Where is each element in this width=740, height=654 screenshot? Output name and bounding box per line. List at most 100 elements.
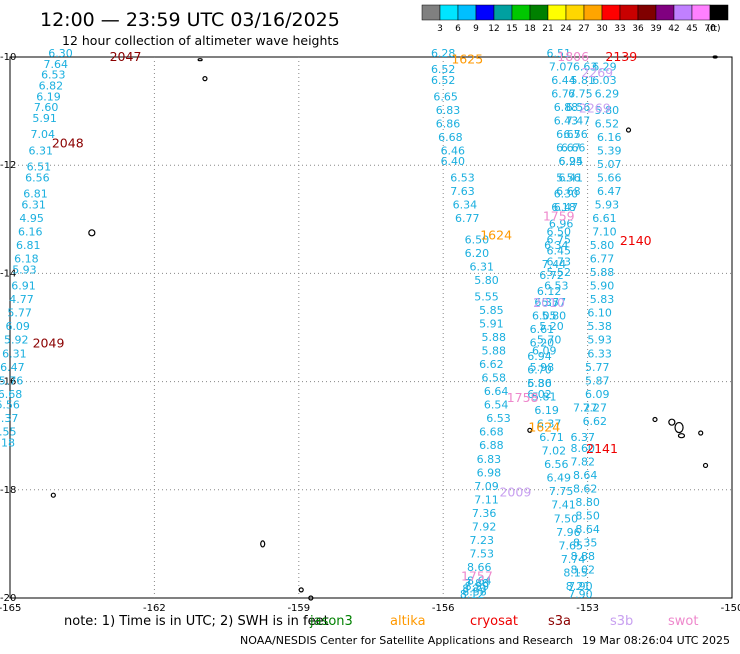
swh-observation: 6.40 (441, 155, 466, 168)
swh-observation: 6.35 (534, 296, 559, 309)
swh-observation: 6.31 (2, 347, 27, 360)
islands-layer (50, 55, 718, 601)
swh-observation: 6.20 (530, 336, 555, 349)
swh-observation: 6.71 (539, 431, 564, 444)
swh-observation: 6.68 (0, 388, 22, 401)
swh-observation: 6.83 (477, 453, 502, 466)
colorbar-label: 36 (632, 24, 644, 34)
swh-observation: 6.53 (486, 412, 511, 425)
swh-observation: 6.34 (453, 198, 478, 211)
swh-observation: 6.47 (0, 361, 25, 374)
swh-observation: 6.18 (551, 201, 576, 214)
swh-observation: 6.30 (48, 47, 73, 60)
swh-observation: 7.64 (43, 58, 68, 71)
swh-observation: 8.15 (563, 566, 588, 579)
colorbar-label: 21 (542, 24, 553, 34)
x-tick-label: -159 (287, 603, 310, 614)
colorbar-label: 6 (455, 24, 461, 34)
swh-observation: 6.09 (532, 345, 557, 358)
pass-number-label: 2047 (110, 49, 142, 64)
swh-observation: 7.53 (469, 547, 494, 560)
island-outline (308, 595, 314, 601)
swh-observation: 8.64 (575, 523, 600, 536)
swh-observation: 7.74 (561, 553, 586, 566)
swh-observation: 7.23 (469, 534, 494, 547)
swh-observation: 4.95 (19, 212, 44, 225)
swh-observation: 5.77 (7, 307, 32, 320)
swh-observation: 4.77 (9, 293, 34, 306)
island-outline (527, 427, 533, 433)
swh-observation: 5.80 (542, 309, 567, 322)
swh-observation: 6.41 (559, 171, 584, 184)
altimeter-tracks: 6.307.646.536.826.197.605.917.046.316.51… (0, 47, 622, 601)
colorbar-label: 9 (473, 24, 479, 34)
footer-timestamp: 19 Mar 08:26:04 UTC 2025 (582, 634, 730, 647)
swh-observation: 6.49 (546, 472, 571, 485)
swh-observation: 5.77 (585, 361, 610, 374)
x-tick-label: -156 (432, 603, 455, 614)
swh-observation: 6.67 (556, 142, 581, 155)
swh-observation: 6.53 (450, 171, 475, 184)
swh-observation: 7.96 (556, 526, 581, 539)
swh-observation: 8.80 (575, 496, 600, 509)
plot-frame (9, 56, 733, 599)
swh-observation: 8.35 (573, 537, 598, 550)
swh-observation: 5.81 (571, 74, 596, 87)
swh-observation: 5.91 (32, 112, 57, 125)
colorbar-label: 15 (506, 24, 517, 34)
swh-observation: 6.12 (537, 285, 562, 298)
swh-observation: 7.82 (571, 455, 596, 468)
swh-observation: 7.44 (542, 258, 567, 271)
swh-observation: 5.55 (474, 290, 499, 303)
colorbar-swatch (493, 4, 513, 21)
colorbar-swatch (421, 4, 441, 21)
island-outline (298, 587, 304, 593)
swh-observation: 6.67 (556, 128, 581, 141)
swh-observation: 6.30 (554, 188, 579, 201)
swh-observation: 6.94 (559, 155, 584, 168)
swh-observation: 6.81 (23, 188, 48, 201)
swh-observation: 5.52 (546, 266, 571, 279)
swh-observation: 5.77 (542, 296, 567, 309)
swh-observation: 5.07 (597, 158, 622, 171)
swh-observation: 6.51 (27, 161, 52, 174)
swh-observation: 5.38 (587, 320, 612, 333)
swh-observation: 7.90 (568, 588, 593, 601)
swh-observation: 5.93 (587, 334, 612, 347)
swh-observation: 6.86 (436, 117, 461, 130)
pass-number-label: 2049 (33, 336, 65, 351)
y-tick-label: -18 (0, 485, 16, 496)
swh-observation: 6.61 (530, 323, 555, 336)
swh-observation: 5.81 (532, 391, 557, 404)
island-outline (674, 421, 684, 434)
swh-observation: 6.02 (527, 388, 552, 401)
y-tick-label: -20 (0, 593, 16, 604)
swh-observation: 6.19 (36, 90, 61, 103)
swh-observation: 6.31 (469, 261, 494, 274)
swh-observation: 6.56 (563, 128, 588, 141)
pass-number-label: 1757 (461, 568, 493, 583)
y-tick-label: -12 (0, 160, 16, 171)
swh-observation: 5.87 (585, 374, 610, 387)
swh-observation: 6.56 (0, 399, 20, 412)
colorbar-label: 12 (488, 24, 499, 34)
colorbar-swatch (511, 4, 531, 21)
swh-observation: 6.65 (433, 90, 458, 103)
swh-observation: 6.52 (431, 74, 456, 87)
colorbar-label: 42 (668, 24, 679, 34)
swh-observation: 7.47 (566, 115, 591, 128)
colorbar-swatch (529, 4, 549, 21)
pass-number-label: 1758 (507, 390, 539, 405)
swh-observation: 7.27 (573, 401, 598, 414)
footer-credit: NOAA/NESDIS Center for Satellite Applica… (240, 634, 573, 647)
colorbar-label: 30 (596, 24, 608, 34)
swh-observation: 6.10 (587, 307, 612, 320)
swh-observation: 6.37 (571, 431, 596, 444)
swh-observation: 7.07 (549, 61, 574, 74)
pass-number-label: 2141 (586, 441, 618, 456)
swh-observation: 6.50 (546, 226, 571, 239)
swh-observation: 6.64 (484, 385, 509, 398)
colorbar-swatch (655, 4, 675, 21)
colorbar-label: 45 (686, 24, 697, 34)
